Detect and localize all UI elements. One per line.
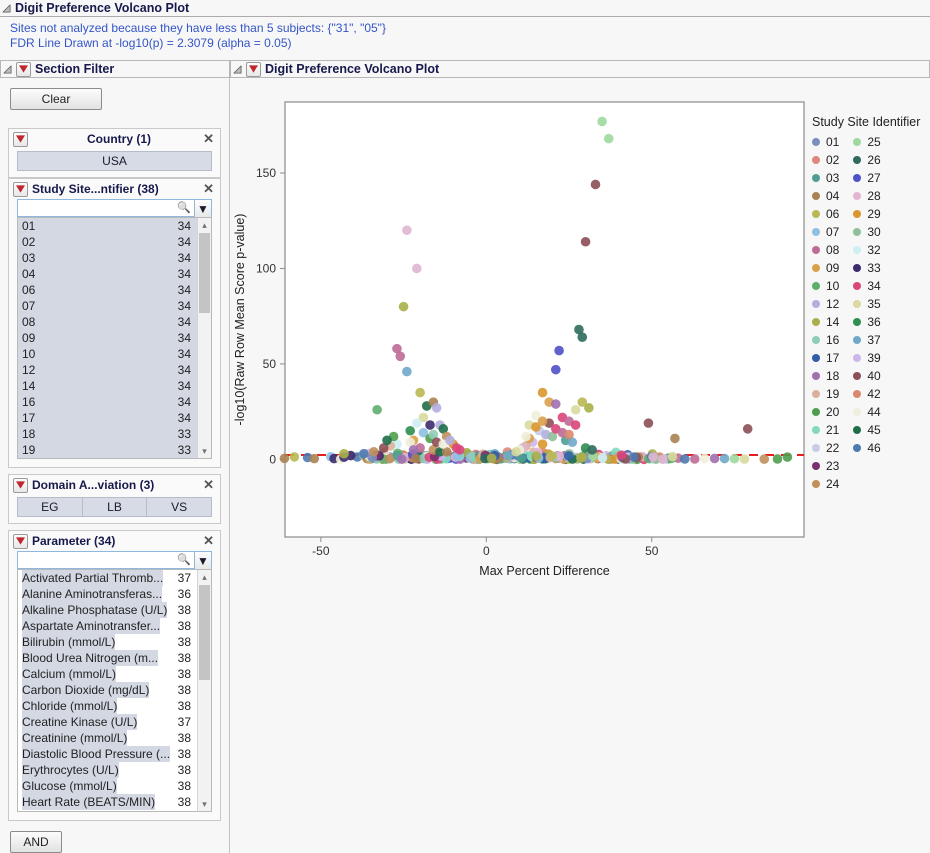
svg-text:100: 100 bbox=[256, 261, 276, 275]
svg-text:50: 50 bbox=[263, 357, 277, 371]
svg-text:-log10(Raw Row Mean Score p-va: -log10(Raw Row Mean Score p-value) bbox=[233, 214, 247, 426]
svg-text:50: 50 bbox=[645, 544, 659, 558]
svg-text:-50: -50 bbox=[312, 544, 330, 558]
svg-text:Max Percent Difference: Max Percent Difference bbox=[479, 564, 609, 578]
svg-text:0: 0 bbox=[483, 544, 490, 558]
svg-text:150: 150 bbox=[256, 166, 276, 180]
svg-text:0: 0 bbox=[269, 452, 276, 466]
